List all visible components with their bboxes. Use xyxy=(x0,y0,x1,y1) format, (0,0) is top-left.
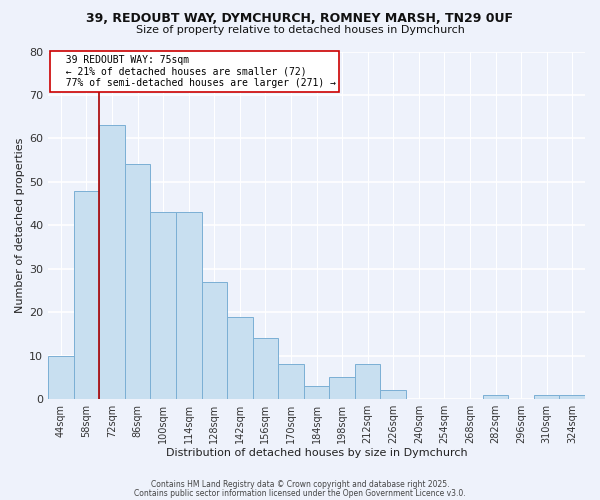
Bar xyxy=(380,390,406,399)
Bar xyxy=(534,395,559,399)
X-axis label: Distribution of detached houses by size in Dymchurch: Distribution of detached houses by size … xyxy=(166,448,467,458)
Text: 39 REDOUBT WAY: 75sqm
  ← 21% of detached houses are smaller (72)
  77% of semi-: 39 REDOUBT WAY: 75sqm ← 21% of detached … xyxy=(53,55,335,88)
Bar xyxy=(329,378,355,399)
Bar xyxy=(227,316,253,399)
Y-axis label: Number of detached properties: Number of detached properties xyxy=(15,138,25,313)
Bar xyxy=(99,126,125,399)
Text: Contains public sector information licensed under the Open Government Licence v3: Contains public sector information licen… xyxy=(134,488,466,498)
Bar xyxy=(355,364,380,399)
Text: Size of property relative to detached houses in Dymchurch: Size of property relative to detached ho… xyxy=(136,25,464,35)
Text: 39, REDOUBT WAY, DYMCHURCH, ROMNEY MARSH, TN29 0UF: 39, REDOUBT WAY, DYMCHURCH, ROMNEY MARSH… xyxy=(86,12,514,26)
Bar xyxy=(151,212,176,399)
Bar xyxy=(559,395,585,399)
Bar xyxy=(74,190,99,399)
Bar xyxy=(253,338,278,399)
Text: Contains HM Land Registry data © Crown copyright and database right 2025.: Contains HM Land Registry data © Crown c… xyxy=(151,480,449,489)
Bar xyxy=(48,356,74,399)
Bar xyxy=(176,212,202,399)
Bar xyxy=(304,386,329,399)
Bar xyxy=(483,395,508,399)
Bar xyxy=(125,164,151,399)
Bar xyxy=(202,282,227,399)
Bar xyxy=(278,364,304,399)
